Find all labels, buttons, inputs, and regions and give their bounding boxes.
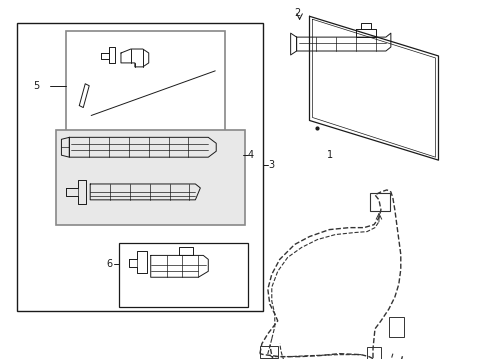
Bar: [119, 243, 247, 307]
Bar: [388, 317, 403, 337]
Bar: [259, 346, 277, 357]
Text: 2: 2: [294, 8, 300, 18]
Text: 1: 1: [326, 150, 333, 160]
Bar: [369, 193, 389, 211]
Bar: [56, 130, 244, 225]
Text: 5: 5: [34, 81, 40, 91]
Bar: [66, 31, 224, 140]
Text: 3: 3: [267, 160, 273, 170]
Text: 6: 6: [106, 259, 112, 269]
Text: 4: 4: [247, 150, 254, 160]
Bar: [17, 23, 263, 311]
Bar: [366, 347, 380, 359]
